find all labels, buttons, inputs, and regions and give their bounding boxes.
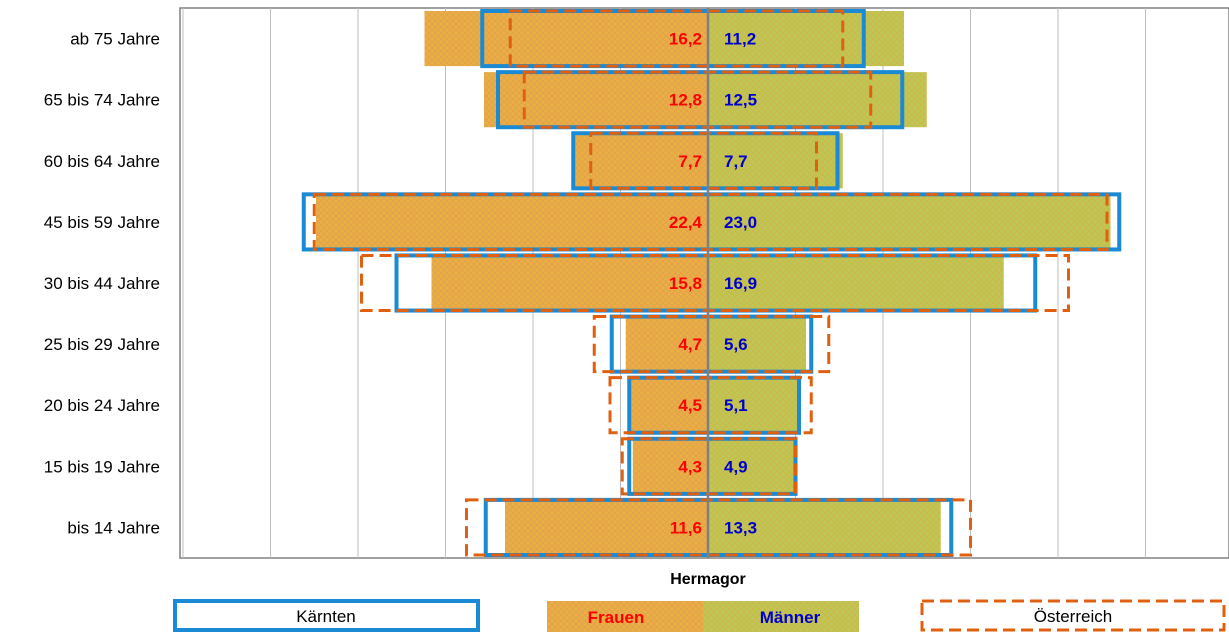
- outline-oesterreich: [465, 498, 972, 557]
- legend-kaernten-label: Kärnten: [296, 607, 356, 626]
- value-label-maenner: 13,3: [724, 518, 757, 537]
- bar-maenner: [708, 377, 798, 433]
- legend-maenner-swatch: [703, 601, 859, 632]
- value-label-frauen: 15,8: [669, 274, 702, 293]
- plot-frame: [179, 7, 1229, 559]
- outline-oesterreich: [312, 192, 1109, 251]
- category-label: 60 bis 64 Jahre: [44, 152, 160, 171]
- value-label-maenner: 12,5: [724, 91, 757, 110]
- outline-oesterreich: [592, 315, 831, 374]
- bar-maenner: [708, 438, 794, 494]
- category-label: 20 bis 24 Jahre: [44, 396, 160, 415]
- value-label-frauen: 7,7: [678, 152, 702, 171]
- bar-frauen: [625, 316, 708, 372]
- bar-frauen: [505, 499, 708, 555]
- bar-maenner: [708, 499, 941, 555]
- category-label: 25 bis 29 Jahre: [44, 335, 160, 354]
- bar-maenner: [708, 11, 904, 67]
- outline-oesterreich: [522, 70, 873, 129]
- bar-maenner: [708, 255, 1004, 311]
- value-label-frauen: 12,8: [669, 91, 702, 110]
- bar-maenner: [708, 72, 927, 128]
- value-label-maenner: 7,7: [724, 152, 748, 171]
- category-label: 30 bis 44 Jahre: [44, 274, 160, 293]
- legend: Hermagor Kärnten Frauen Männer Österreich: [173, 571, 1226, 632]
- outline-kaernten: [394, 253, 1038, 313]
- category-label: ab 75 Jahre: [70, 30, 160, 49]
- outline-kaernten: [496, 70, 905, 130]
- value-label-maenner: 11,2: [724, 30, 756, 49]
- bar-maenner: [708, 194, 1111, 250]
- category-label: 45 bis 59 Jahre: [44, 213, 160, 232]
- outline-oesterreich: [608, 376, 813, 435]
- value-label-maenner: 16,9: [724, 274, 757, 293]
- labels-layer: ab 75 Jahre 16,2 11,2 65 bis 74 Jahre 12,8 12…: [44, 8, 757, 558]
- value-label-frauen: 4,3: [678, 457, 702, 476]
- value-label-frauen: 4,7: [678, 335, 702, 354]
- bar-frauen: [484, 72, 708, 128]
- value-label-frauen: 11,6: [670, 518, 702, 537]
- chart-subtitle: Hermagor: [670, 571, 746, 588]
- legend-kaernten-swatch: [173, 599, 480, 632]
- legend-frauen-swatch: [547, 601, 703, 632]
- comparison-outlines: [301, 9, 1122, 557]
- bar-maenner: [708, 133, 843, 189]
- bar-frauen: [632, 438, 708, 494]
- bar-frauen: [573, 133, 708, 189]
- value-label-maenner: 5,6: [724, 335, 748, 354]
- value-label-maenner: 5,1: [724, 396, 748, 415]
- outline-oesterreich: [360, 253, 1070, 313]
- bars-layer: [316, 11, 1111, 555]
- bar-frauen: [424, 11, 708, 67]
- legend-maenner-label: Männer: [760, 608, 821, 627]
- bar-frauen: [431, 255, 708, 311]
- value-label-maenner: 4,9: [724, 457, 748, 476]
- bar-frauen: [629, 377, 708, 433]
- legend-oesterreich-swatch: [920, 599, 1226, 632]
- category-label: 15 bis 19 Jahre: [44, 457, 160, 476]
- bar-frauen: [316, 194, 708, 250]
- bar-maenner: [708, 316, 806, 372]
- value-label-frauen: 16,2: [669, 30, 702, 49]
- value-label-frauen: 22,4: [669, 213, 703, 232]
- legend-frauen-label: Frauen: [588, 608, 645, 627]
- outline-oesterreich: [589, 131, 818, 190]
- legend-oesterreich-label: Österreich: [1034, 607, 1112, 626]
- category-label: 65 bis 74 Jahre: [44, 91, 160, 110]
- category-label: bis 14 Jahre: [67, 518, 160, 537]
- value-label-frauen: 4,5: [678, 396, 702, 415]
- outline-oesterreich: [508, 9, 845, 68]
- value-label-maenner: 23,0: [724, 213, 757, 232]
